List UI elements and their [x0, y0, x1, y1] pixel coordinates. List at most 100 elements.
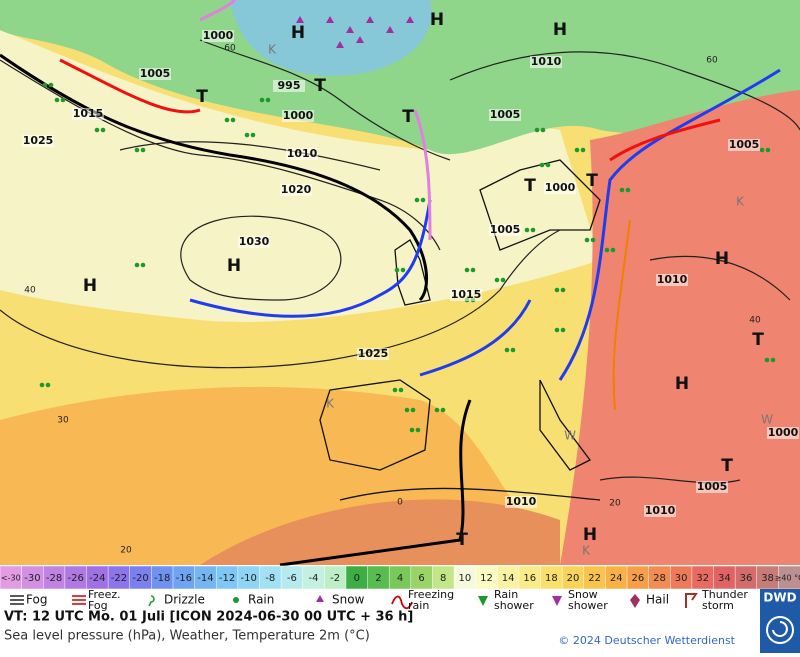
rain-symbol — [409, 427, 415, 433]
pressure-center: H — [83, 276, 97, 296]
scale-label: -2 — [330, 573, 340, 584]
scale-label: 16 — [523, 573, 536, 584]
pressure-center: T — [752, 330, 764, 350]
air-mass: K — [268, 43, 277, 57]
rain-symbol — [604, 247, 610, 253]
pressure-label: 995 — [278, 79, 301, 92]
scale-label: 14 — [502, 573, 515, 584]
legend-icon — [478, 596, 488, 606]
hot-zone — [560, 90, 800, 565]
legend-icon — [552, 596, 562, 606]
rain-symbol — [54, 97, 60, 103]
pressure-label: 1000 — [768, 426, 799, 439]
scale-label: -18 — [154, 573, 170, 584]
legend-label: Rain — [494, 588, 518, 601]
scale-label: -10 — [240, 573, 256, 584]
pressure-center: T — [402, 107, 414, 127]
pressure-label: 1025 — [358, 347, 389, 360]
legend-label: Snow — [332, 593, 365, 607]
snow-symbol — [346, 26, 354, 33]
pressure-center: H — [675, 374, 689, 394]
snow-symbol — [406, 16, 414, 23]
rain-symbol — [420, 197, 426, 203]
pressure-label-bg — [489, 109, 521, 121]
pressure-center: T — [314, 76, 326, 96]
cold-front — [558, 68, 781, 381]
legend-label: Fog — [26, 593, 47, 607]
pressure-label: 1025 — [23, 134, 54, 147]
rain-symbol — [625, 187, 631, 193]
legend-background — [0, 589, 760, 612]
rain-symbol — [539, 162, 545, 168]
pressure-label-bg — [238, 236, 270, 248]
pressure-center: T — [196, 87, 208, 107]
rain-symbol — [100, 127, 106, 133]
pressure-label: 1005 — [490, 223, 521, 236]
rain-symbol — [400, 267, 406, 273]
scale-label: -4 — [309, 573, 319, 584]
pressure-center: T — [721, 456, 733, 476]
cold-front — [419, 299, 532, 377]
scale-label: -20 — [132, 573, 148, 584]
rain-symbol — [434, 407, 440, 413]
air-mass: K — [582, 544, 591, 558]
rain-symbol — [619, 187, 625, 193]
rain-symbol — [759, 147, 765, 153]
pressure-label-bg — [728, 139, 760, 151]
weather-symbols — [39, 16, 776, 433]
hot-zone — [200, 499, 560, 565]
rain-symbol — [42, 82, 48, 88]
pressure-label: 1010 — [531, 55, 562, 68]
rain-symbol — [765, 147, 771, 153]
scale-label: -8 — [265, 573, 275, 584]
scale-label: 32 — [696, 573, 709, 584]
air-mass: K — [326, 397, 335, 411]
rain-symbol — [540, 127, 546, 133]
rain-symbol — [510, 347, 516, 353]
temperature-label: 30 — [57, 416, 69, 426]
legend-icon — [10, 595, 24, 605]
legend-label: Snow — [568, 588, 598, 601]
legend-icon — [391, 595, 413, 610]
rain-symbol — [574, 147, 580, 153]
scale-label: -28 — [46, 573, 62, 584]
rain-symbol — [259, 97, 265, 103]
scale-label: 24 — [610, 573, 623, 584]
rain-symbol — [265, 97, 271, 103]
scale-label: -22 — [111, 573, 127, 584]
pressure-label: 1015 — [451, 288, 482, 301]
pressure-label-bg — [22, 135, 54, 147]
rain-symbol — [524, 227, 530, 233]
subtitle: Sea level pressure (hPa), Weather, Tempe… — [4, 629, 370, 644]
rain-symbol — [224, 117, 230, 123]
rain-symbol — [580, 147, 586, 153]
rain-symbol — [244, 132, 250, 138]
pressure-center: H — [227, 256, 241, 276]
air-mass: K — [736, 195, 745, 209]
snow-symbol — [336, 41, 344, 48]
scale-label: 20 — [567, 573, 580, 584]
legend-icon — [630, 594, 640, 608]
pressure-center: H — [291, 23, 305, 43]
rain-symbol — [534, 127, 540, 133]
cool-zone — [0, 0, 800, 170]
legend-label: rain — [408, 599, 429, 612]
scale-label: ≥40 °C — [775, 574, 800, 583]
pressure-center: H — [583, 525, 597, 545]
legend-label: storm — [702, 599, 734, 612]
temperature-label: 0 — [397, 498, 403, 508]
rain-symbol — [404, 407, 410, 413]
pressure-label: 1005 — [729, 138, 760, 151]
scale-label: 28 — [653, 573, 666, 584]
pressure-center: H — [553, 20, 567, 40]
legend-label: Freez. — [88, 588, 121, 601]
scale-label: -6 — [287, 573, 297, 584]
pressure-label-bg — [489, 224, 521, 236]
pressure-center: T — [586, 171, 598, 191]
legend-label: Freezing — [408, 588, 454, 601]
rain-symbol — [48, 82, 54, 88]
rain-symbol — [494, 277, 500, 283]
scale-label: 36 — [740, 573, 753, 584]
pressure-label-bg — [72, 108, 104, 120]
